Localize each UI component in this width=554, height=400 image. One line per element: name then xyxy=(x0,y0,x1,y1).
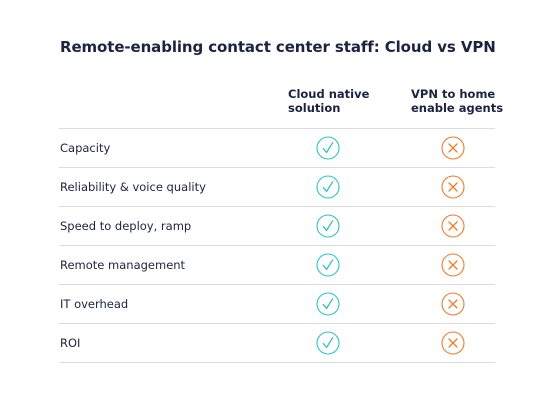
table-row: IT overhead xyxy=(59,284,495,323)
check-icon xyxy=(316,331,340,355)
cross-icon xyxy=(441,253,465,277)
row-label: Capacity xyxy=(60,141,111,155)
cross-icon xyxy=(441,136,465,160)
column-header-vpn: VPN to home enable agents xyxy=(411,87,503,115)
column-header-cloud-line2: solution xyxy=(288,101,341,115)
check-icon xyxy=(316,175,340,199)
table-row: Capacity xyxy=(59,128,495,167)
cross-icon xyxy=(441,214,465,238)
column-header-vpn-line1: VPN to home xyxy=(411,87,496,101)
row-label: Speed to deploy, ramp xyxy=(60,219,192,233)
check-icon xyxy=(316,292,340,316)
check-icon xyxy=(316,253,340,277)
cross-icon xyxy=(441,331,465,355)
row-label: IT overhead xyxy=(60,297,129,311)
page-title: Remote-enabling contact center staff: Cl… xyxy=(60,38,496,56)
column-header-vpn-line2: enable agents xyxy=(411,101,504,115)
cross-icon xyxy=(441,175,465,199)
check-icon xyxy=(316,136,340,160)
table-row: Remote management xyxy=(59,245,495,284)
row-label: Remote management xyxy=(60,258,186,272)
column-header-cloud: Cloud native solution xyxy=(288,87,369,115)
comparison-table: Capacity Reliability & voice quality Spe… xyxy=(59,128,495,363)
row-label: ROI xyxy=(60,336,81,350)
cross-icon xyxy=(441,292,465,316)
table-row: Speed to deploy, ramp xyxy=(59,206,495,245)
table-row: Reliability & voice quality xyxy=(59,167,495,206)
check-icon xyxy=(316,214,340,238)
table-row: ROI xyxy=(59,323,495,363)
row-label: Reliability & voice quality xyxy=(60,180,206,194)
column-header-cloud-line1: Cloud native xyxy=(288,87,370,101)
